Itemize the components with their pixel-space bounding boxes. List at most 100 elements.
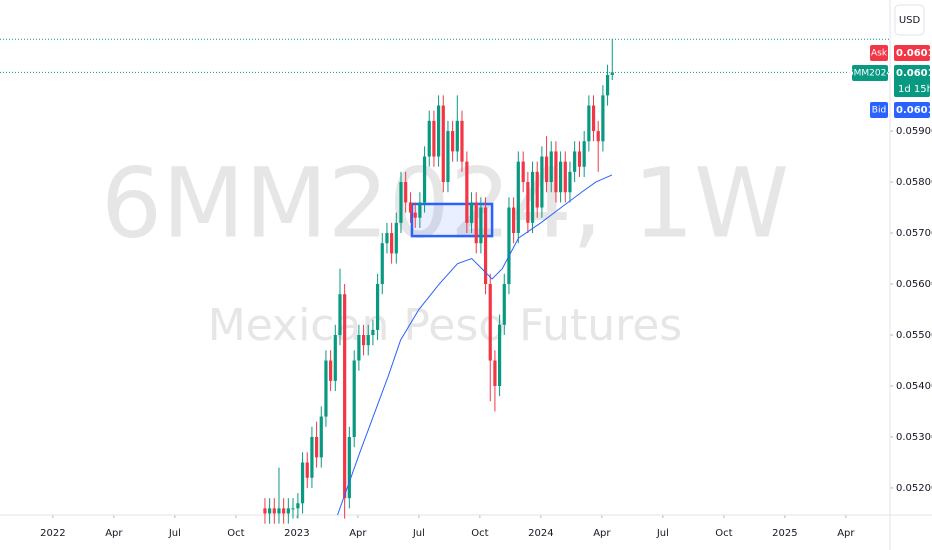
quote-name-bg	[852, 65, 888, 81]
y-tick-label: 0.05900	[896, 126, 932, 137]
quote-value: 0.06015	[896, 68, 932, 79]
candle-body	[324, 360, 328, 417]
candle-body	[282, 508, 286, 514]
candle-body	[544, 156, 549, 183]
candle-body	[577, 151, 582, 167]
candle-body	[502, 284, 506, 325]
x-tick-label: Apr	[593, 528, 611, 539]
x-tick-label: 2022	[40, 528, 65, 539]
candle-body	[385, 233, 389, 244]
currency-button[interactable]	[894, 4, 925, 36]
candle-body	[516, 161, 520, 234]
candle-body	[554, 151, 558, 193]
candle-body	[474, 202, 478, 244]
quote-value-bg	[894, 102, 930, 118]
quote-name: 6MM2024	[848, 69, 892, 79]
candle-body	[413, 212, 417, 218]
candle-body	[530, 171, 535, 223]
x-tick-label: 2023	[284, 528, 309, 539]
candle-body	[605, 74, 610, 96]
candle-body	[568, 171, 572, 193]
range-box	[410, 202, 494, 238]
candle-body	[390, 233, 394, 254]
candle-body	[277, 508, 281, 514]
x-tick-label: Apr	[105, 528, 123, 539]
quote-name-bg	[870, 45, 888, 61]
candle-body	[394, 222, 398, 254]
candle-body	[366, 335, 370, 346]
x-tick-label: 2024	[528, 528, 553, 539]
candle-body	[296, 503, 300, 509]
candle-body	[540, 156, 544, 208]
candle-body	[338, 294, 342, 336]
candle-body	[310, 436, 314, 478]
candle-body	[361, 335, 366, 346]
candle-body	[587, 105, 591, 142]
candle-body	[460, 120, 464, 162]
candle-body	[272, 508, 276, 514]
candle-body	[352, 360, 356, 437]
candle-body	[549, 151, 553, 183]
x-tick-label: Jul	[412, 528, 425, 539]
quote-value-bg	[894, 65, 930, 97]
quote-name: Ask	[871, 49, 888, 59]
candle-body	[427, 120, 431, 157]
candle-body	[596, 131, 600, 142]
candle-body	[493, 360, 497, 386]
candle-body	[521, 161, 525, 183]
quote-name-bg	[870, 102, 888, 118]
x-tick-label: Oct	[471, 528, 488, 539]
countdown: 1d 15h	[898, 84, 932, 95]
candle-body	[446, 131, 450, 183]
quote-name: Bid	[872, 106, 886, 116]
candle-body	[329, 360, 333, 381]
candle-body	[488, 284, 492, 361]
candle-body	[375, 284, 380, 330]
moving-average	[337, 174, 613, 516]
candle-body	[455, 120, 459, 152]
x-tick-label: Apr	[349, 528, 367, 539]
candle-body	[526, 182, 530, 223]
candle-body	[582, 141, 586, 167]
quote-value: 0.06015	[896, 48, 932, 59]
candle-body	[422, 156, 427, 203]
candle-body	[465, 161, 469, 223]
x-tick-label: 2025	[772, 528, 797, 539]
candle-body	[404, 182, 408, 203]
candle-body	[591, 105, 596, 132]
candle-body	[479, 207, 483, 244]
currency-label: USD	[899, 15, 921, 26]
candle-body	[535, 171, 539, 208]
candle-body	[380, 243, 384, 285]
x-tick-label: Apr	[837, 528, 855, 539]
candle-body	[451, 131, 455, 152]
candle-body	[507, 207, 511, 285]
candle-body	[418, 202, 422, 218]
candle-body	[610, 72, 614, 75]
candle-body	[319, 416, 323, 458]
candle-body	[512, 207, 516, 234]
candle-body	[432, 120, 436, 157]
candle-body	[558, 161, 563, 193]
x-tick-label: Oct	[227, 528, 244, 539]
candle-body	[357, 335, 361, 361]
quote-value-bg	[894, 45, 930, 61]
candle-body	[483, 207, 488, 285]
candle-body	[573, 151, 577, 172]
candle-body	[347, 436, 351, 499]
candle-body	[441, 105, 445, 183]
x-tick-label: Jul	[168, 528, 181, 539]
candle-body	[268, 508, 272, 514]
candle-body	[371, 329, 375, 336]
candle-body	[286, 508, 290, 514]
candle-body	[497, 324, 502, 386]
candle-body	[291, 508, 295, 510]
candle-body	[300, 462, 305, 504]
